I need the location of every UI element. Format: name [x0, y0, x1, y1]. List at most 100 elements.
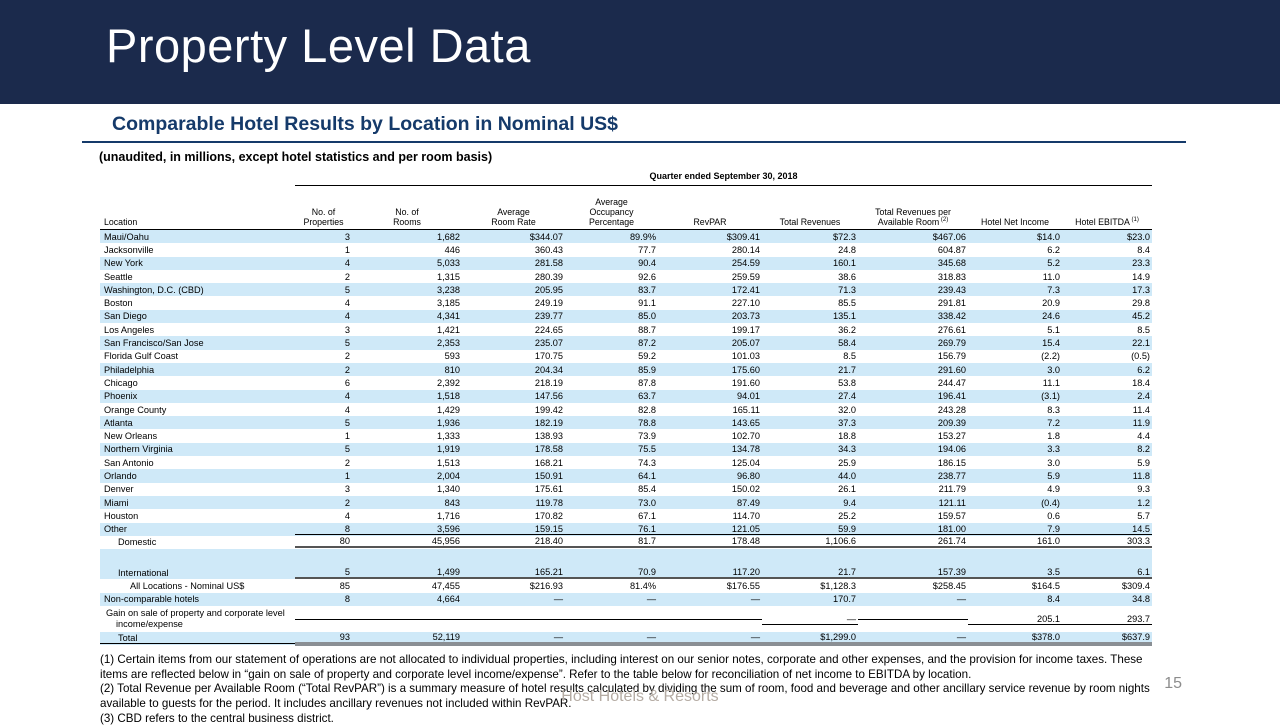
cell-value: 135.1 — [833, 311, 856, 322]
row-label: Northern Virginia — [104, 444, 173, 455]
cell-value: 196.41 — [937, 391, 966, 402]
row-label: Washington, D.C. (CBD) — [104, 284, 204, 295]
column-header: Average Room Rate — [491, 206, 536, 227]
cell-value: 11.9 — [1132, 417, 1150, 428]
cell-value: 160.1 — [833, 258, 856, 269]
cell-value: 1,106.6 — [762, 536, 858, 549]
table-row: Domestic 80 45,956 218.40 81.7 178.48 1,106.6 2… — [100, 536, 1152, 549]
cell-value: 2.4 — [1137, 391, 1150, 402]
cell-value: 11.4 — [1132, 404, 1150, 415]
table-row: Orlando 1 2,004 150.91 64.1 96.80 44.0 238.77 5.… — [100, 469, 1152, 483]
cell-value: 227.10 — [731, 298, 760, 309]
cell-value: — — [858, 632, 968, 646]
cell-value: 5 — [344, 417, 350, 428]
cell-value: 3,238 — [437, 284, 460, 295]
cell-value: 87.8 — [638, 377, 656, 388]
cell-value: 338.42 — [937, 311, 966, 322]
cell-value: 59.2 — [638, 351, 656, 362]
cell-value: — — [565, 632, 658, 646]
cell-value: 165.21 — [462, 567, 565, 579]
cell-value: 85.0 — [638, 311, 656, 322]
cell-value: 82.8 — [638, 404, 656, 415]
cell-value: 178.48 — [658, 536, 762, 549]
period-header-spacer — [100, 168, 295, 186]
cell-value: 38.6 — [838, 271, 856, 282]
cell-value: 6.2 — [1047, 244, 1060, 255]
cell-value: 4,341 — [437, 311, 460, 322]
cell-value: 1 — [344, 470, 350, 481]
cell-value: 4 — [344, 298, 350, 309]
cell-value: 276.61 — [937, 324, 966, 335]
cell-value: 45,956 — [352, 536, 462, 549]
cell-value: 360.43 — [534, 244, 563, 255]
cell-value: 70.9 — [565, 567, 658, 579]
cell-value: $309.41 — [726, 231, 760, 242]
cell-value: 45.2 — [1132, 311, 1150, 322]
cell-value: 244.47 — [937, 377, 966, 388]
table-row: Boston 4 3,185 249.19 91.1 227.10 85.5 291.81 20… — [100, 296, 1152, 309]
table-row: All Locations - Nominal US$ 85 47,455 $216.… — [100, 579, 1152, 592]
cell-value: 9.3 — [1137, 484, 1150, 495]
table-row: Seattle 2 1,315 280.39 92.6 259.59 38.6 318.83 1… — [100, 270, 1152, 283]
cell-value: 1,340 — [437, 484, 460, 495]
cell-value: 32.0 — [838, 404, 856, 415]
row-label: New York — [104, 258, 143, 269]
cell-value: 3,596 — [352, 524, 462, 535]
cell-value: 20.9 — [1042, 298, 1060, 309]
cell-value: 199.42 — [534, 404, 563, 415]
cell-value: 1,518 — [437, 391, 460, 402]
cell-value: 89.9% — [629, 231, 656, 242]
cell-value: 1,315 — [437, 271, 460, 282]
cell-value: 81.4% — [629, 581, 656, 592]
cell-value: 36.2 — [838, 324, 856, 335]
row-label: Other — [104, 524, 127, 535]
cell-value: 11.8 — [1132, 470, 1150, 481]
cell-value: 172.41 — [731, 284, 760, 295]
table-row: Miami 2 843 119.78 73.0 87.49 9.4 121.11 (0.4) 1.… — [100, 495, 1152, 510]
cell-value: 235.07 — [534, 338, 563, 349]
cell-value: 138.93 — [534, 431, 563, 442]
cell-value: 7.2 — [1047, 417, 1060, 428]
slide-title: Property Level Data — [106, 19, 531, 72]
column-header: Average Occupancy Percentage — [589, 196, 634, 227]
column-header: RevPAR — [693, 216, 727, 227]
cell-value: 78.8 — [638, 417, 656, 428]
cell-value: 269.79 — [937, 338, 966, 349]
cell-value: — — [646, 594, 656, 605]
cell-value: — — [553, 594, 563, 605]
cell-value: 194.06 — [937, 444, 966, 455]
period-header-row: Quarter ended September 30, 2018 — [100, 168, 1152, 186]
cell-value: 1,499 — [352, 567, 462, 579]
cell-value: 8.5 — [1137, 324, 1150, 335]
cell-value: $1,128.3 — [820, 581, 856, 592]
cell-value: 1,919 — [437, 444, 460, 455]
footnote: (3) CBD refers to the central business d… — [100, 711, 334, 725]
cell-value: 150.91 — [534, 470, 563, 481]
cell-value: 291.60 — [937, 364, 966, 375]
cell-value: 239.43 — [937, 284, 966, 295]
cell-value: 8.4 — [1047, 594, 1060, 605]
cell-value: 24.6 — [1042, 311, 1060, 322]
cell-value: 1,682 — [437, 231, 460, 242]
spacer-row — [100, 549, 1152, 567]
cell-value: 4.4 — [1137, 431, 1150, 442]
company-watermark: Host Hotels & Resorts — [561, 688, 719, 705]
cell-value: 5 — [344, 338, 350, 349]
cell-value: 24.8 — [838, 244, 856, 255]
cell-value: 604.87 — [937, 244, 966, 255]
cell-value: 4 — [344, 258, 350, 269]
cell-value: 81.7 — [565, 536, 658, 549]
cell-value: 2,353 — [437, 338, 460, 349]
cell-value: $216.93 — [529, 581, 563, 592]
row-label: Domestic — [118, 537, 157, 548]
table-row: Non-comparable hotels 8 4,664 — — — 170.7 — 8.4 3… — [100, 592, 1152, 607]
cell-value: 7.9 — [968, 524, 1062, 535]
cell-value: 2 — [344, 457, 350, 468]
cell-value: 11.0 — [1042, 271, 1060, 282]
cell-value: 205.07 — [731, 338, 760, 349]
cell-value: 2 — [344, 497, 350, 508]
row-label: Non-comparable hotels — [104, 594, 199, 605]
cell-value: 175.60 — [731, 364, 760, 375]
cell-value: 21.7 — [838, 364, 856, 375]
cell-value: 261.74 — [858, 536, 968, 549]
